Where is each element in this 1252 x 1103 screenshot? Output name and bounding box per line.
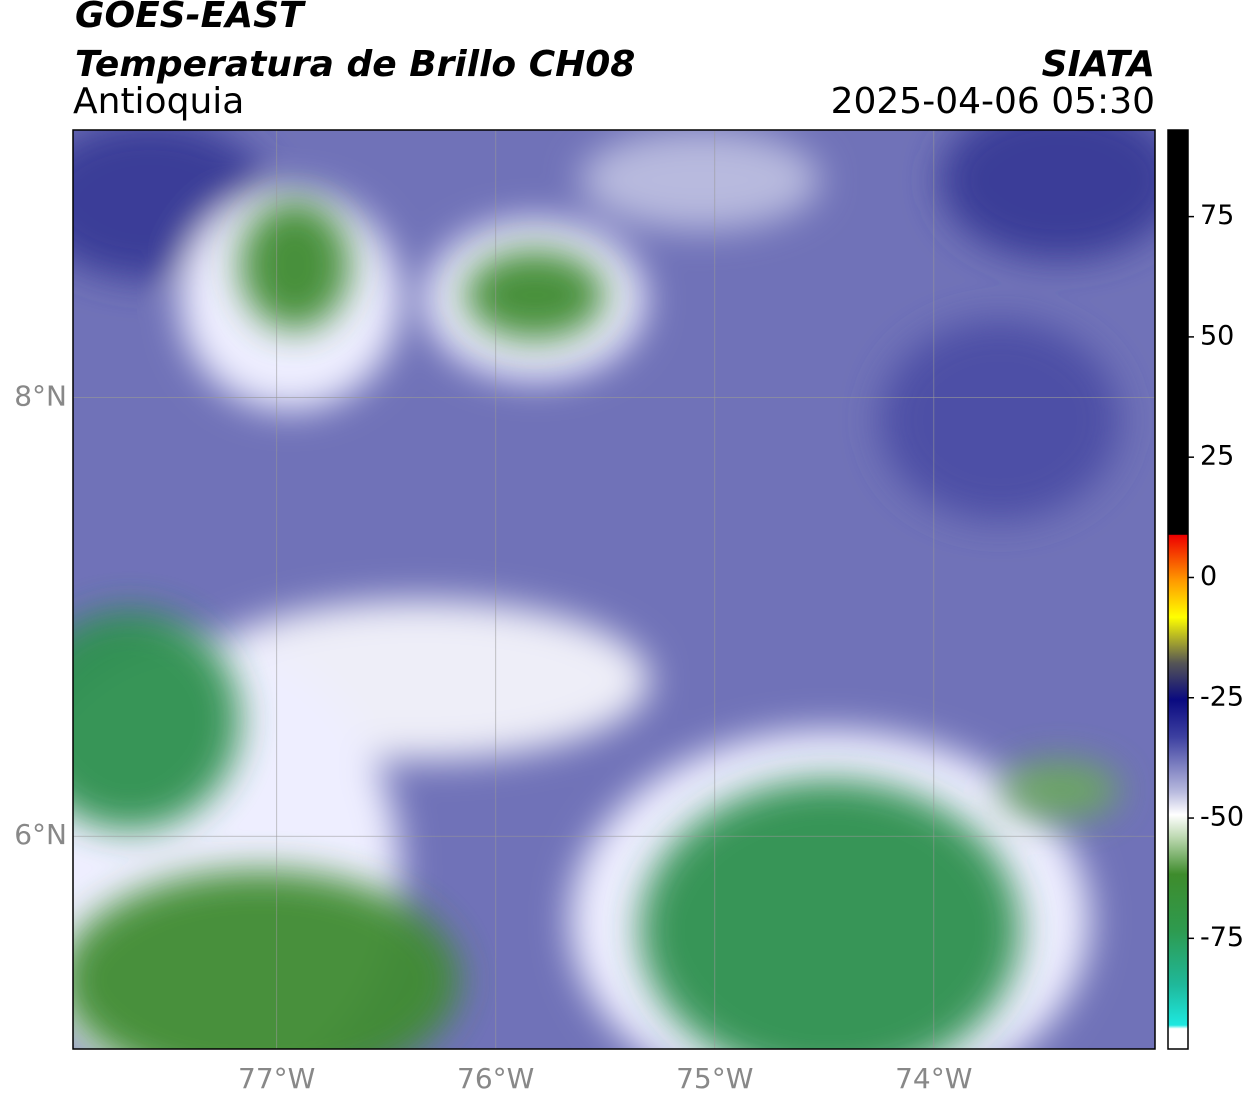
graticule [73,130,1155,1049]
y-tick-label: 6°N [14,818,67,851]
source: SIATA [1042,44,1155,85]
x-tick-label: 74°W [895,1062,972,1095]
colorbar-tick-label: 75 [1200,200,1234,231]
colorbar-tick-label: -25 [1200,681,1244,712]
colorbar-tick-label: -50 [1200,802,1244,833]
colorbar-tick-label: 25 [1200,441,1234,472]
colorbar [1167,129,1189,1050]
colorbar-ticks: -75 -50 -25 0 25 50 75 [1188,200,1244,953]
colorbar-tick-label: 0 [1200,561,1217,592]
title: GOES-EAST [75,0,306,36]
satellite-image [73,130,1155,1049]
x-tick-label: 77°W [238,1062,315,1095]
datetime: 2025-04-06 05:30 [831,81,1155,122]
colorbar-tick-label: -75 [1200,922,1244,953]
x-tick-label: 76°W [457,1062,534,1095]
y-tick-label: 8°N [14,380,67,413]
x-tick-label: 75°W [676,1062,753,1095]
colorbar-tick-label: 50 [1200,320,1234,351]
region: Antioquia [73,81,244,122]
map-frame [72,129,1156,1050]
subtitle: Temperatura de Brillo CH08 [75,44,635,85]
